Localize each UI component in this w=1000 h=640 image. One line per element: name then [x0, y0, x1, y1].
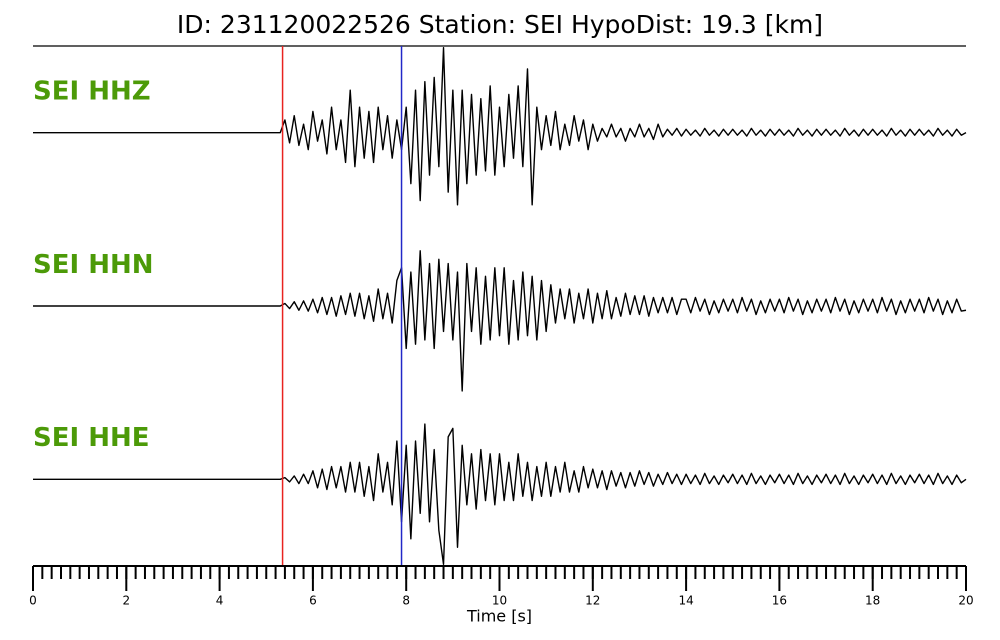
- x-tick-label: 8: [402, 594, 410, 608]
- x-tick-label: 0: [29, 594, 37, 608]
- trace-label: SEI HHN: [33, 250, 154, 280]
- trace-label: SEI HHZ: [33, 77, 151, 107]
- x-tick-label: 10: [492, 594, 507, 608]
- waveform: [33, 423, 967, 565]
- x-axis-label: Time [s]: [466, 607, 532, 626]
- x-tick-label: 12: [585, 594, 600, 608]
- x-tick-label: 20: [958, 594, 973, 608]
- waveform: [33, 47, 967, 206]
- x-tick-label: 6: [309, 594, 317, 608]
- chart-title: ID: 231120022526 Station: SEI HypoDist: …: [177, 10, 823, 39]
- x-tick-label: 16: [772, 594, 787, 608]
- waveform: [33, 250, 967, 392]
- x-tick-label: 14: [678, 594, 693, 608]
- x-tick-label: 4: [216, 594, 224, 608]
- x-tick-label: 2: [122, 594, 130, 608]
- trace-label: SEI HHE: [33, 423, 150, 453]
- x-tick-label: 18: [865, 594, 880, 608]
